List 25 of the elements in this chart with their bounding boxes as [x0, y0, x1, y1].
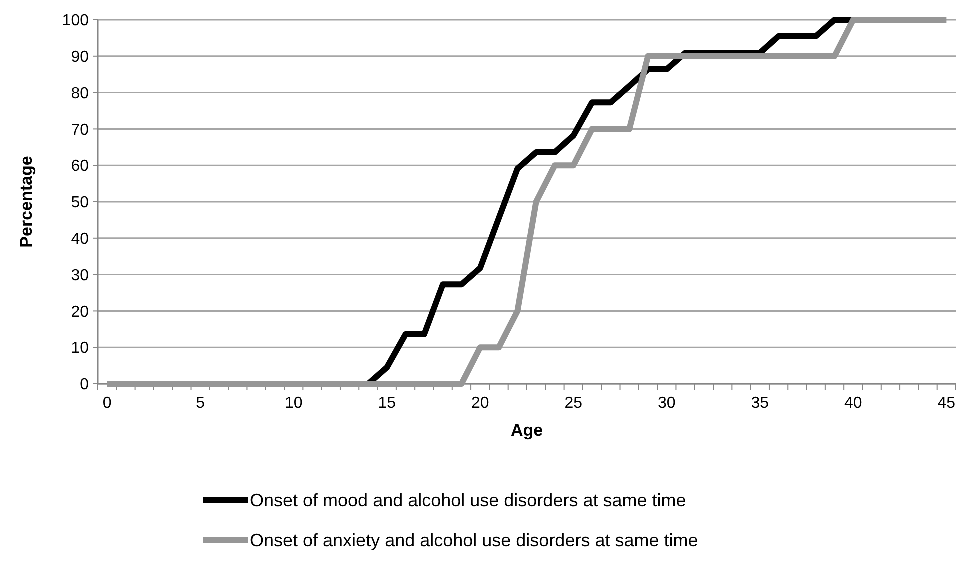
- x-tick-label: 20: [471, 395, 490, 412]
- y-tick-label: 100: [62, 12, 90, 30]
- legend-label: Onset of anxiety and alcohol use disorders at same time: [250, 530, 698, 550]
- x-tick-label: 40: [844, 395, 862, 412]
- x-axis-title: Age: [510, 421, 544, 440]
- y-tick-label: 0: [80, 376, 90, 394]
- y-tick-label: 70: [71, 122, 90, 139]
- legend-label: Onset of mood and alcohol use disorders at same time: [250, 490, 686, 510]
- x-tick-label: 10: [284, 395, 303, 412]
- x-tick-label: 0: [102, 395, 112, 412]
- y-axis-title: Percentage: [17, 156, 36, 248]
- x-tick-label: 25: [564, 395, 583, 412]
- y-tick-label: 80: [71, 85, 90, 102]
- y-tick-label: 60: [71, 158, 90, 176]
- y-tick-label: 20: [71, 304, 90, 321]
- x-tick-label: 5: [196, 395, 206, 412]
- x-tick-label: 45: [938, 395, 956, 412]
- x-tick-label: 15: [378, 395, 396, 412]
- y-tick-label: 90: [71, 49, 90, 66]
- y-tick-label: 10: [71, 340, 90, 358]
- x-tick-label: 30: [658, 395, 676, 412]
- y-tick-label: 30: [71, 267, 90, 284]
- y-tick-label: 50: [71, 194, 90, 212]
- y-tick-label: 40: [71, 231, 90, 248]
- x-tick-label: 35: [751, 395, 770, 412]
